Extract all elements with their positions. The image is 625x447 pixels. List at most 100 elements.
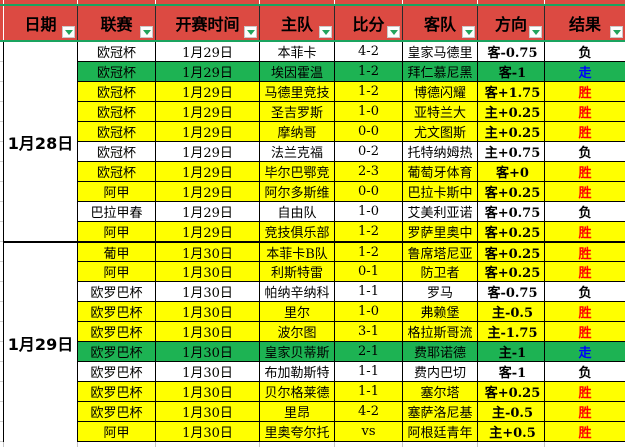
kickoff-cell[interactable]: 1月29日 bbox=[156, 102, 260, 122]
result-cell[interactable]: 负 bbox=[545, 142, 625, 162]
direction-cell[interactable]: 主+0.25 bbox=[478, 102, 545, 122]
header-cell-home[interactable]: 主队 bbox=[260, 6, 335, 40]
league-cell[interactable]: 欧罗巴杯 bbox=[78, 402, 156, 422]
away-team-cell[interactable]: 拜仁慕尼黑 bbox=[403, 62, 478, 82]
kickoff-cell[interactable]: 1月30日 bbox=[156, 242, 260, 262]
direction-cell[interactable]: 客+0.25 bbox=[478, 262, 545, 282]
kickoff-cell[interactable]: 1月29日 bbox=[156, 42, 260, 62]
kickoff-cell[interactable]: 1月30日 bbox=[156, 322, 260, 342]
result-cell[interactable]: 走 bbox=[545, 342, 625, 362]
kickoff-cell[interactable]: 1月30日 bbox=[156, 402, 260, 422]
away-team-cell[interactable]: 葡萄牙体育 bbox=[403, 162, 478, 182]
away-team-cell[interactable]: 塞萨洛尼基 bbox=[403, 402, 478, 422]
home-team-cell[interactable]: 皇家贝蒂斯 bbox=[260, 342, 335, 362]
home-team-cell[interactable]: 里昂 bbox=[260, 402, 335, 422]
result-cell[interactable]: 胜 bbox=[545, 302, 625, 322]
score-cell[interactable]: 2-1 bbox=[335, 342, 403, 362]
direction-cell[interactable]: 主+0.5 bbox=[478, 422, 545, 442]
date-group-cell[interactable]: 1月29日 bbox=[4, 242, 78, 442]
home-team-cell[interactable]: 毕尔巴鄂竞 bbox=[260, 162, 335, 182]
kickoff-cell[interactable]: 1月30日 bbox=[156, 382, 260, 402]
score-cell[interactable]: 0-2 bbox=[335, 142, 403, 162]
direction-cell[interactable]: 客+0.25 bbox=[478, 382, 545, 402]
away-team-cell[interactable]: 皇家马德里 bbox=[403, 42, 478, 62]
home-team-cell[interactable]: 布加勒斯特 bbox=[260, 362, 335, 382]
direction-cell[interactable]: 主-0.5 bbox=[478, 402, 545, 422]
result-cell[interactable]: 胜 bbox=[545, 382, 625, 402]
away-team-cell[interactable]: 塞尔塔 bbox=[403, 382, 478, 402]
score-cell[interactable]: 1-1 bbox=[335, 282, 403, 302]
kickoff-cell[interactable]: 1月30日 bbox=[156, 422, 260, 442]
header-cell-date[interactable]: 日期 bbox=[4, 6, 78, 40]
score-cell[interactable]: 1-1 bbox=[335, 362, 403, 382]
kickoff-cell[interactable]: 1月30日 bbox=[156, 342, 260, 362]
home-team-cell[interactable]: 自由队 bbox=[260, 202, 335, 222]
direction-cell[interactable]: 客+0 bbox=[478, 162, 545, 182]
direction-cell[interactable]: 客-1 bbox=[478, 62, 545, 82]
away-team-cell[interactable]: 弗赖堡 bbox=[403, 302, 478, 322]
league-cell[interactable]: 欧罗巴杯 bbox=[78, 282, 156, 302]
score-cell[interactable]: 1-0 bbox=[335, 302, 403, 322]
away-team-cell[interactable]: 罗马 bbox=[403, 282, 478, 302]
result-cell[interactable]: 胜 bbox=[545, 262, 625, 282]
home-team-cell[interactable]: 埃因霍温 bbox=[260, 62, 335, 82]
header-cell-score[interactable]: 比分 bbox=[335, 6, 403, 40]
result-cell[interactable]: 胜 bbox=[545, 102, 625, 122]
away-team-cell[interactable]: 亚特兰大 bbox=[403, 102, 478, 122]
filter-button-score[interactable] bbox=[387, 26, 400, 38]
home-team-cell[interactable]: 里尔 bbox=[260, 302, 335, 322]
kickoff-cell[interactable]: 1月29日 bbox=[156, 222, 260, 242]
score-cell[interactable]: 0-0 bbox=[335, 182, 403, 202]
filter-button-direction[interactable] bbox=[529, 26, 542, 38]
away-team-cell[interactable]: 费内巴切 bbox=[403, 362, 478, 382]
league-cell[interactable]: 阿甲 bbox=[78, 262, 156, 282]
league-cell[interactable]: 欧冠杯 bbox=[78, 122, 156, 142]
result-cell[interactable]: 负 bbox=[545, 362, 625, 382]
league-cell[interactable]: 巴拉甲春 bbox=[78, 202, 156, 222]
filter-button-home[interactable] bbox=[319, 26, 332, 38]
away-team-cell[interactable]: 防卫者 bbox=[403, 262, 478, 282]
away-team-cell[interactable]: 阿根廷青年 bbox=[403, 422, 478, 442]
result-cell[interactable]: 负 bbox=[545, 42, 625, 62]
score-cell[interactable]: 1-2 bbox=[335, 62, 403, 82]
score-cell[interactable]: 0-1 bbox=[335, 262, 403, 282]
home-team-cell[interactable]: 贝尔格莱德 bbox=[260, 382, 335, 402]
result-cell[interactable]: 走 bbox=[545, 62, 625, 82]
direction-cell[interactable]: 客-0.75 bbox=[478, 42, 545, 62]
home-team-cell[interactable]: 本菲卡B队 bbox=[260, 242, 335, 262]
home-team-cell[interactable]: 竞技俱乐部 bbox=[260, 222, 335, 242]
league-cell[interactable]: 葡甲 bbox=[78, 242, 156, 262]
kickoff-cell[interactable]: 1月29日 bbox=[156, 162, 260, 182]
home-team-cell[interactable]: 本菲卡 bbox=[260, 42, 335, 62]
away-team-cell[interactable]: 罗萨里奥中 bbox=[403, 222, 478, 242]
away-team-cell[interactable]: 格拉斯哥流 bbox=[403, 322, 478, 342]
result-cell[interactable]: 胜 bbox=[545, 402, 625, 422]
home-team-cell[interactable]: 摩纳哥 bbox=[260, 122, 335, 142]
score-cell[interactable]: 2-3 bbox=[335, 162, 403, 182]
result-cell[interactable]: 胜 bbox=[545, 182, 625, 202]
score-cell[interactable]: vs bbox=[335, 422, 403, 442]
filter-button-league[interactable] bbox=[140, 26, 153, 38]
away-team-cell[interactable]: 托特纳姆热 bbox=[403, 142, 478, 162]
kickoff-cell[interactable]: 1月30日 bbox=[156, 282, 260, 302]
result-cell[interactable]: 胜 bbox=[545, 162, 625, 182]
score-cell[interactable]: 1-2 bbox=[335, 242, 403, 262]
direction-cell[interactable]: 客+0.25 bbox=[478, 242, 545, 262]
away-team-cell[interactable]: 艾美利亚诺 bbox=[403, 202, 478, 222]
league-cell[interactable]: 阿甲 bbox=[78, 222, 156, 242]
score-cell[interactable]: 1-0 bbox=[335, 102, 403, 122]
kickoff-cell[interactable]: 1月30日 bbox=[156, 262, 260, 282]
league-cell[interactable]: 欧罗巴杯 bbox=[78, 302, 156, 322]
header-cell-result[interactable]: 结果 bbox=[545, 6, 625, 40]
league-cell[interactable]: 欧罗巴杯 bbox=[78, 342, 156, 362]
league-cell[interactable]: 阿甲 bbox=[78, 422, 156, 442]
away-team-cell[interactable]: 巴拉卡斯中 bbox=[403, 182, 478, 202]
score-cell[interactable]: 0-0 bbox=[335, 122, 403, 142]
filter-button-kickoff[interactable] bbox=[244, 26, 257, 38]
home-team-cell[interactable]: 帕纳辛纳科 bbox=[260, 282, 335, 302]
home-team-cell[interactable]: 波尔图 bbox=[260, 322, 335, 342]
header-cell-kickoff[interactable]: 开赛时间 bbox=[156, 6, 260, 40]
filter-button-result[interactable] bbox=[610, 26, 623, 38]
score-cell[interactable]: 1-1 bbox=[335, 382, 403, 402]
league-cell[interactable]: 欧冠杯 bbox=[78, 62, 156, 82]
